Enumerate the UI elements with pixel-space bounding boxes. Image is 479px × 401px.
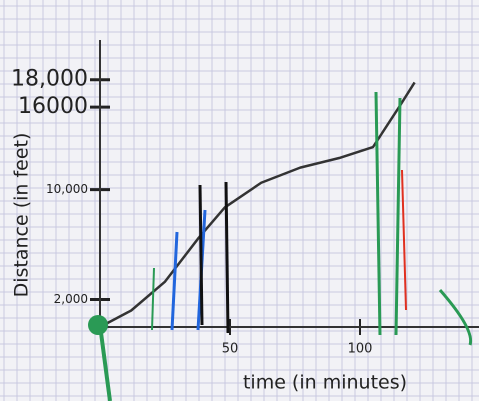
x-tick-label: 50 <box>222 342 239 357</box>
stroke <box>200 185 202 325</box>
y-tick-label: 18,000 <box>11 67 88 92</box>
y-tick-label: 2,000 <box>54 292 88 306</box>
photo: Distance (in feet) time (in minutes) 2,0… <box>0 0 479 401</box>
y-tick-label: 10,000 <box>46 182 88 196</box>
y-tick-label: 16000 <box>18 94 88 119</box>
y-axis-label: Distance (in feet) <box>11 133 33 298</box>
stroke <box>226 182 228 333</box>
x-axis-label: time (in minutes) <box>243 372 407 394</box>
origin-dot <box>88 315 108 335</box>
x-tick-label: 100 <box>348 342 373 357</box>
